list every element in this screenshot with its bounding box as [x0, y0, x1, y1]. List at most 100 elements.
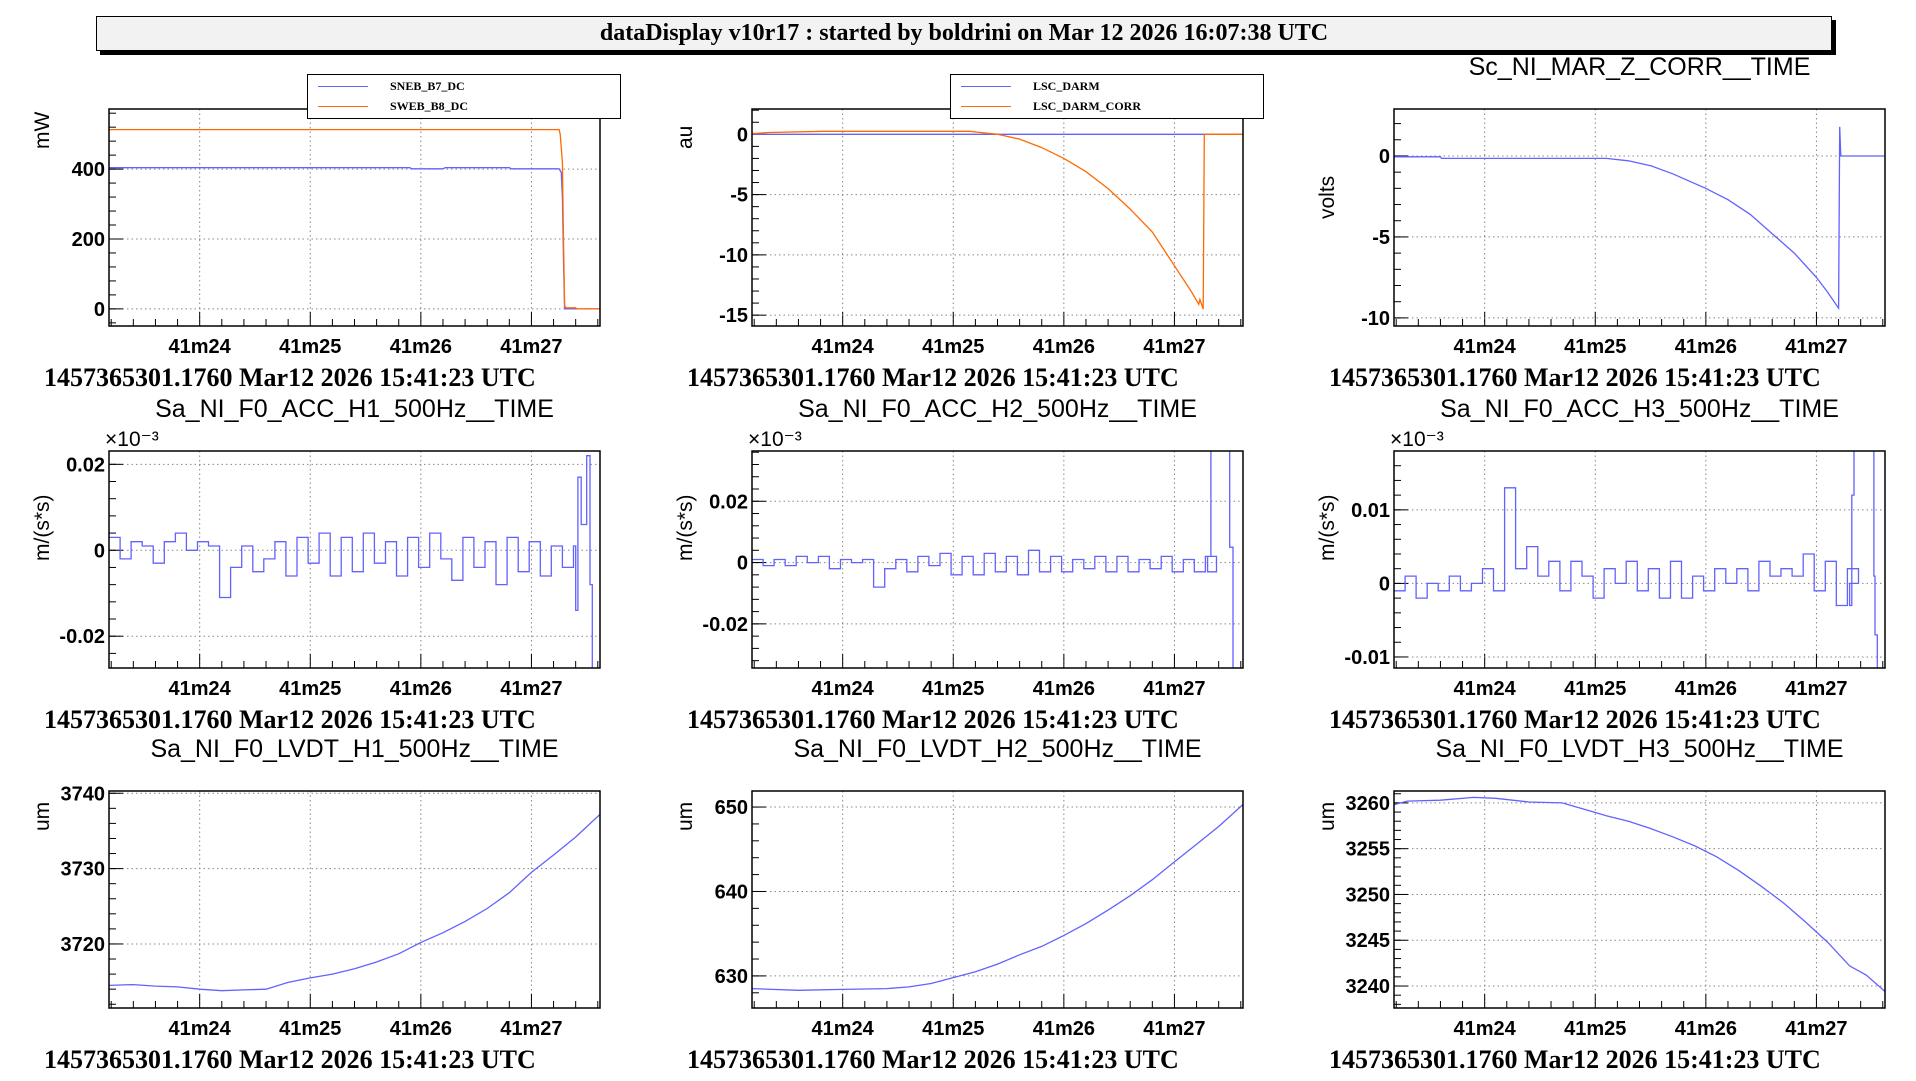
- y-tick-label: -0.01: [1344, 647, 1390, 669]
- plot-frame: [108, 450, 601, 669]
- plot-title: Sa_NI_F0_ACC_H3_500Hz__TIME: [1440, 395, 1839, 423]
- y-tick-label: -0.02: [59, 626, 105, 648]
- legend-entry: LSC_DARM: [961, 79, 1100, 94]
- y-tick-label: 3245: [1346, 930, 1391, 952]
- y-tick-label: 3260: [1346, 793, 1391, 815]
- x-tick-label: 41m24: [1454, 678, 1517, 700]
- x-tick-label: 41m24: [169, 678, 232, 700]
- plot-frame: [1393, 450, 1886, 669]
- plot-canvas: 41m24 41m25 41m26 41m27 0.02 0 -0.02: [59, 450, 601, 700]
- plot-timestamp: 1457365301.1760 Mar12 2026 15:41:23 UTC: [1329, 705, 1821, 734]
- plot-timestamp: 1457365301.1760 Mar12 2026 15:41:23 UTC: [687, 1045, 1179, 1074]
- x-tick-label: 41m25: [922, 678, 984, 700]
- x-tick-label: 41m26: [390, 1018, 452, 1040]
- legend-label: SNEB_B7_DC: [390, 79, 465, 93]
- legend-swatch: [961, 106, 1011, 107]
- x-tick-label: 41m24: [169, 336, 232, 358]
- legend-entry: SWEB_B8_DC: [318, 99, 468, 114]
- plot-canvas: 41m24 41m25 41m26 41m27 650 640 630: [715, 790, 1244, 1040]
- series-line: [752, 451, 1234, 668]
- y-tick-label: 0.02: [66, 454, 105, 476]
- y-tick-label: 3730: [61, 859, 106, 881]
- plot-timestamp: 1457365301.1760 Mar12 2026 15:41:23 UTC: [44, 363, 536, 392]
- plot-legend: LSC_DARM LSC_DARM_CORR: [950, 74, 1264, 119]
- y-tick-label: 0.01: [1351, 500, 1390, 522]
- y-axis-exponent: ×10⁻³: [748, 428, 802, 451]
- legend-entry: SNEB_B7_DC: [318, 79, 465, 94]
- plot-canvas: 41m24 41m25 41m26 41m27 0.01 0 -0.01: [1344, 450, 1886, 700]
- plot-frame: [751, 450, 1244, 669]
- series-line: [752, 804, 1243, 991]
- plot-title: Sc_NI_MAR_Z_CORR__TIME: [1468, 53, 1811, 81]
- x-tick-label: 41m27: [1143, 336, 1205, 358]
- series-line: [109, 128, 600, 310]
- plot-panel: Sa_NI_F0_LVDT_H1_500Hz__TIME um 41m24 41m25…: [29, 735, 669, 1081]
- plot-panel: au 41m24 41m25 41m26 41m27 0 -5 -10 -15 LSC_DARM L…: [672, 59, 1312, 399]
- plot-panel: Sa_NI_F0_ACC_H2_500Hz__TIME m/(s*s) ×10⁻³ 4…: [672, 395, 1312, 741]
- legend-swatch: [318, 86, 368, 87]
- y-tick-label: -0.02: [702, 614, 748, 636]
- plot-canvas: 41m24 41m25 41m26 41m27 0.02 0 -0.02: [702, 450, 1244, 700]
- x-tick-label: 41m25: [1564, 336, 1626, 358]
- y-tick-label: -10: [719, 245, 748, 267]
- x-tick-label: 41m27: [1785, 1018, 1847, 1040]
- x-tick-label: 41m25: [922, 1018, 984, 1040]
- x-tick-label: 41m24: [812, 678, 875, 700]
- plot-timestamp: 1457365301.1760 Mar12 2026 15:41:23 UTC: [1329, 1045, 1821, 1074]
- y-tick-label: 0: [94, 540, 105, 562]
- plot-canvas: 41m24 41m25 41m26 41m27 0 -5 -10: [1361, 108, 1886, 358]
- series-line: [1394, 451, 1878, 668]
- y-tick-label: 640: [715, 881, 748, 903]
- x-tick-label: 41m27: [500, 1018, 562, 1040]
- series-line: [109, 455, 593, 668]
- x-tick-label: 41m26: [1675, 336, 1737, 358]
- plot-title: Sa_NI_F0_LVDT_H1_500Hz__TIME: [150, 735, 559, 763]
- plot-panel: mW 41m24 41m25 41m26 41m27 0 200 400 SNEB_B7_DC S…: [29, 59, 669, 399]
- display-title: dataDisplay v10r17 : started by boldrini…: [599, 20, 1329, 46]
- y-tick-label: 3720: [61, 934, 106, 956]
- legend-label: LSC_DARM: [1033, 79, 1100, 93]
- y-tick-label: 0: [737, 553, 748, 575]
- y-tick-label: -15: [719, 305, 748, 327]
- x-tick-label: 41m26: [1675, 678, 1737, 700]
- series-line: [1394, 796, 1885, 992]
- y-tick-label: -5: [730, 185, 748, 207]
- plot-panel: Sa_NI_F0_ACC_H3_500Hz__TIME m/(s*s) ×10⁻³ 4…: [1314, 395, 1916, 741]
- legend-entry: LSC_DARM_CORR: [961, 99, 1141, 114]
- x-tick-label: 41m24: [1454, 336, 1517, 358]
- plot-panel: Sa_NI_F0_LVDT_H2_500Hz__TIME um 41m24 41m25…: [672, 735, 1312, 1081]
- x-tick-label: 41m26: [1033, 1018, 1095, 1040]
- y-tick-label: 3740: [61, 783, 106, 805]
- x-tick-label: 41m25: [279, 1018, 341, 1040]
- plot-timestamp: 1457365301.1760 Mar12 2026 15:41:23 UTC: [687, 705, 1179, 734]
- plot-frame: [108, 790, 601, 1009]
- series-line: [109, 813, 600, 992]
- plot-title: Sa_NI_F0_ACC_H1_500Hz__TIME: [155, 395, 554, 423]
- plot-legend: SNEB_B7_DC SWEB_B8_DC: [307, 74, 621, 119]
- x-tick-label: 41m25: [1564, 678, 1626, 700]
- y-tick-label: 0: [94, 299, 105, 321]
- x-tick-label: 41m27: [1785, 678, 1847, 700]
- plot-frame: [108, 108, 601, 327]
- y-tick-label: 650: [715, 797, 748, 819]
- x-tick-label: 41m26: [1033, 678, 1095, 700]
- series-line: [752, 130, 1243, 310]
- y-tick-label: -5: [1372, 227, 1390, 249]
- series-line: [109, 167, 600, 310]
- legend-label: SWEB_B8_DC: [390, 99, 469, 113]
- plot-title: Sa_NI_F0_LVDT_H2_500Hz__TIME: [793, 735, 1202, 763]
- x-tick-label: 41m24: [169, 1018, 232, 1040]
- x-tick-label: 41m24: [1454, 1018, 1517, 1040]
- plot-panel: Sa_NI_F0_LVDT_H3_500Hz__TIME um 41m24 41m25…: [1314, 735, 1916, 1081]
- x-tick-label: 41m25: [279, 678, 341, 700]
- y-axis-exponent: ×10⁻³: [1390, 428, 1444, 451]
- plot-frame: [1393, 108, 1886, 327]
- plot-title: Sa_NI_F0_ACC_H2_500Hz__TIME: [798, 395, 1197, 423]
- plot-timestamp: 1457365301.1760 Mar12 2026 15:41:23 UTC: [1329, 363, 1821, 392]
- legend-swatch: [961, 86, 1011, 87]
- plot-panel: Sc_NI_MAR_Z_CORR__TIME volts 41m24 41m25 41m…: [1314, 53, 1916, 399]
- x-tick-label: 41m26: [1033, 336, 1095, 358]
- x-tick-label: 41m27: [1143, 678, 1205, 700]
- x-tick-label: 41m27: [1143, 1018, 1205, 1040]
- y-tick-label: 200: [72, 229, 105, 251]
